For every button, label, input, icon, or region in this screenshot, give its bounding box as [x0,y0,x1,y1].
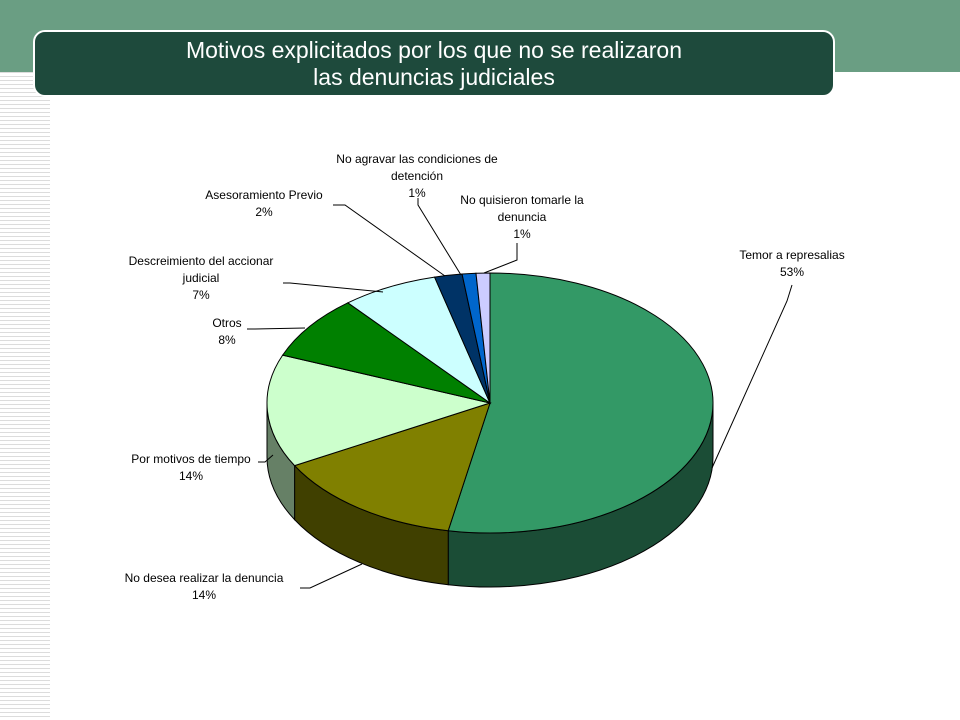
data-label-category-no-quisieron-tomarle-la-denuncia: denuncia [498,210,547,224]
data-label-value-no-agravar-las-condiciones-de-detencion: 1% [408,186,426,200]
leader-line-no-quisieron-tomarle-la-denuncia [483,243,518,274]
data-label-category-temor-a-represalias: Temor a represalias [739,248,844,262]
data-label-value-descreimiento-del-accionar-judicial: 7% [192,288,210,302]
data-label-value-por-motivos-de-tiempo: 14% [179,469,203,483]
data-label-value-no-desea-realizar-la-denuncia: 14% [192,588,216,602]
pie-slice-por-motivos-de-tiempo [266,354,492,467]
data-label-category-otros: Otros [212,316,241,330]
slide-title-line-1: Motivos explicitados por los que no se r… [185,36,683,63]
pie-slice-no-quisieron-tomarle-la-denuncia [475,272,491,404]
leader-line-no-desea-realizar-la-denuncia [300,563,363,589]
leader-line-otros [247,327,306,330]
data-label-category-por-motivos-de-tiempo: Por motivos de tiempo [131,452,251,466]
leader-line-asesoramiento-previo [333,204,446,277]
leader-line-no-agravar-las-condiciones-de-detencion [417,198,462,276]
data-label-value-asesoramiento-previo: 2% [255,205,273,219]
slide-title-box: Motivos explicitados por los que no se r… [33,30,835,97]
data-label-category-descreimiento-del-accionar-judicial: judicial [182,271,220,285]
leader-line-por-motivos-de-tiempo [258,454,274,463]
pie-slice-no-desea-realizar-la-denuncia [293,402,491,532]
leader-line-descreimiento-del-accionar-judicial [283,282,384,293]
data-label-category-no-agravar-las-condiciones-de-detencion: detención [391,169,443,183]
data-label-category-no-desea-realizar-la-denuncia: No desea realizar la denuncia [125,571,284,585]
pie-slice-otros [281,302,491,404]
slide-title-line-2: las denuncias judiciales [313,63,555,90]
pie-slice-temor-a-represalias [447,272,714,534]
data-label-value-no-quisieron-tomarle-la-denuncia: 1% [513,227,531,241]
data-label-category-no-quisieron-tomarle-la-denuncia: No quisieron tomarle la [460,193,584,207]
leader-line-temor-a-represalias [711,284,793,469]
data-label-category-asesoramiento-previo: Asesoramiento Previo [205,188,323,202]
left-decorative-strip [0,72,50,720]
data-label-value-otros: 8% [218,333,236,347]
data-label-category-descreimiento-del-accionar-judicial: Descreimiento del accionar [129,254,274,268]
data-label-value-temor-a-represalias: 53% [780,265,804,279]
data-label-category-no-agravar-las-condiciones-de-detencion: No agravar las condiciones de [336,152,498,166]
